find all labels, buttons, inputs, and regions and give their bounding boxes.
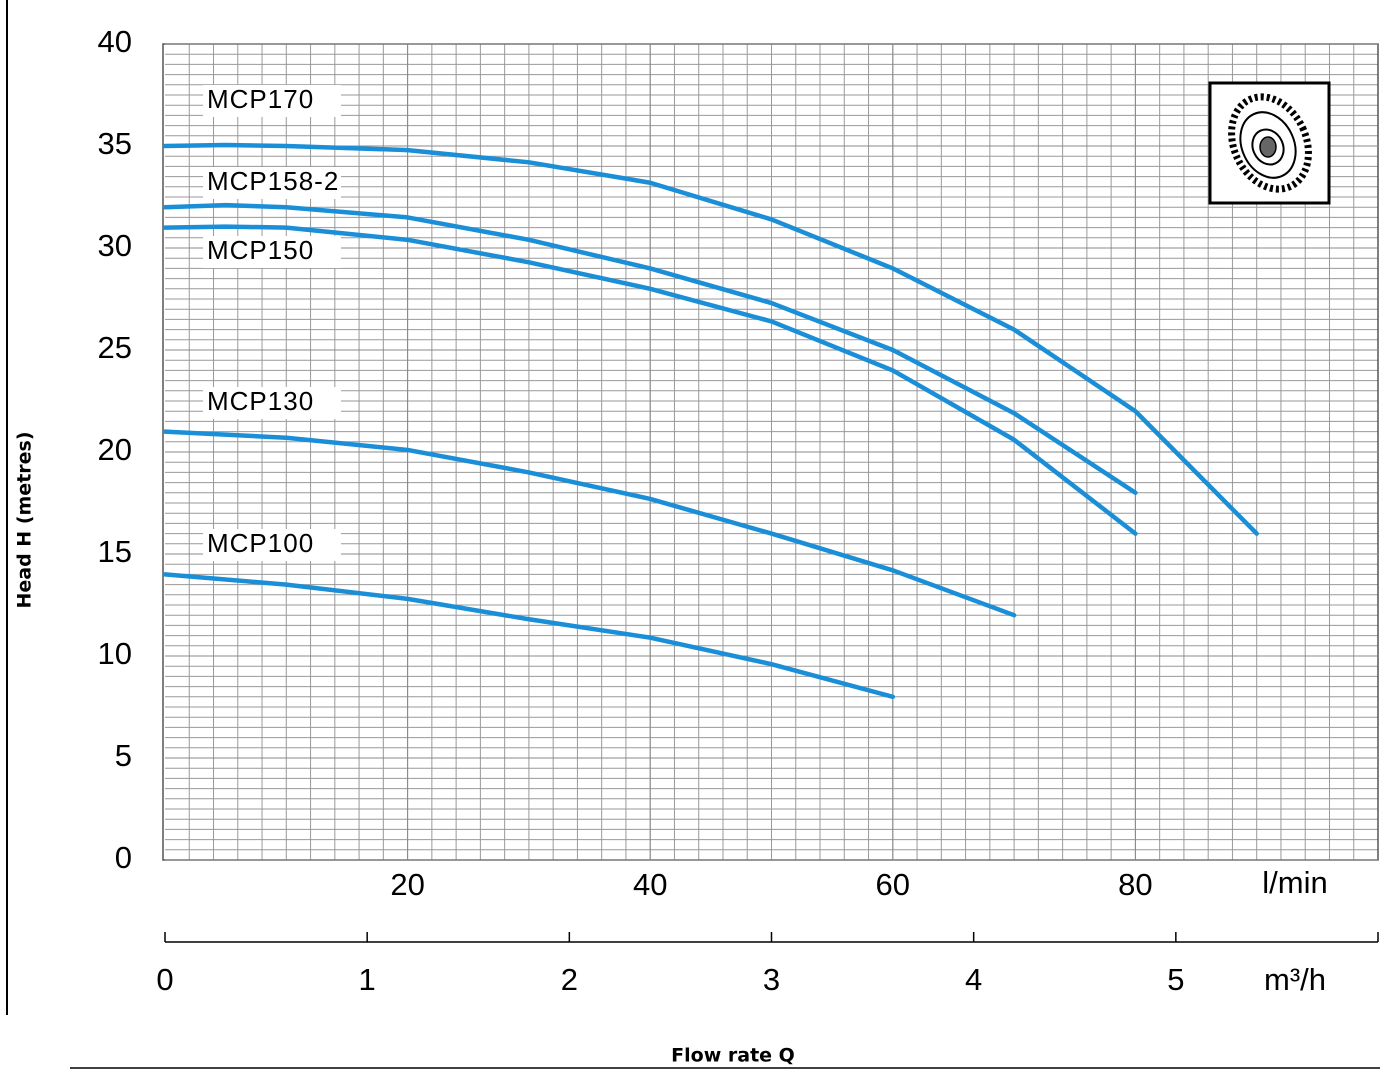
- series-label: MCP130: [207, 386, 314, 416]
- x2-tick-label: 0: [156, 962, 173, 997]
- x-tick-label: 40: [633, 867, 667, 902]
- y-tick-label: 5: [115, 738, 132, 773]
- y-tick-label: 10: [98, 636, 132, 671]
- x-tick-label: 80: [1118, 867, 1152, 902]
- label-bg: [203, 387, 341, 419]
- x2-tick-label: 5: [1167, 962, 1184, 997]
- label-bg: [203, 85, 341, 117]
- y-tick-label: 40: [98, 24, 132, 59]
- label-bg: [203, 236, 341, 268]
- grid: [162, 43, 1379, 861]
- curve: [162, 142, 1259, 536]
- x-tick-label: 60: [876, 867, 910, 902]
- curve: [162, 224, 1138, 536]
- curve: [162, 429, 1017, 618]
- impeller-icon: [1208, 81, 1331, 205]
- x-unit: l/min: [1262, 865, 1327, 900]
- y-tick-label: 0: [115, 840, 132, 875]
- series-label: MCP150: [207, 235, 314, 265]
- label-bg: [203, 167, 341, 199]
- x2-unit: m³/h: [1264, 962, 1326, 997]
- series-label: MCP170: [207, 84, 314, 114]
- x2-tick-label: 4: [965, 962, 982, 997]
- y-tick-label: 35: [98, 126, 132, 161]
- y-tick-label: 15: [98, 534, 132, 569]
- y-tick-label: 30: [98, 228, 132, 263]
- x2-tick-label: 3: [763, 962, 780, 997]
- y-axis-title: Head H (metres): [14, 431, 36, 608]
- curve: [162, 202, 1138, 496]
- x2-tick-label: 1: [359, 962, 376, 997]
- y-tick-label: 20: [98, 432, 132, 467]
- y-tick-label: 25: [98, 330, 132, 365]
- label-bg: [203, 529, 341, 561]
- x-axis-title: Flow rate Q: [671, 1045, 795, 1067]
- series-label: MCP100: [207, 528, 314, 558]
- curve: [162, 572, 896, 700]
- x2-tick-label: 2: [561, 962, 578, 997]
- x-tick-label: 20: [390, 867, 424, 902]
- series-label: MCP158-2: [207, 166, 339, 196]
